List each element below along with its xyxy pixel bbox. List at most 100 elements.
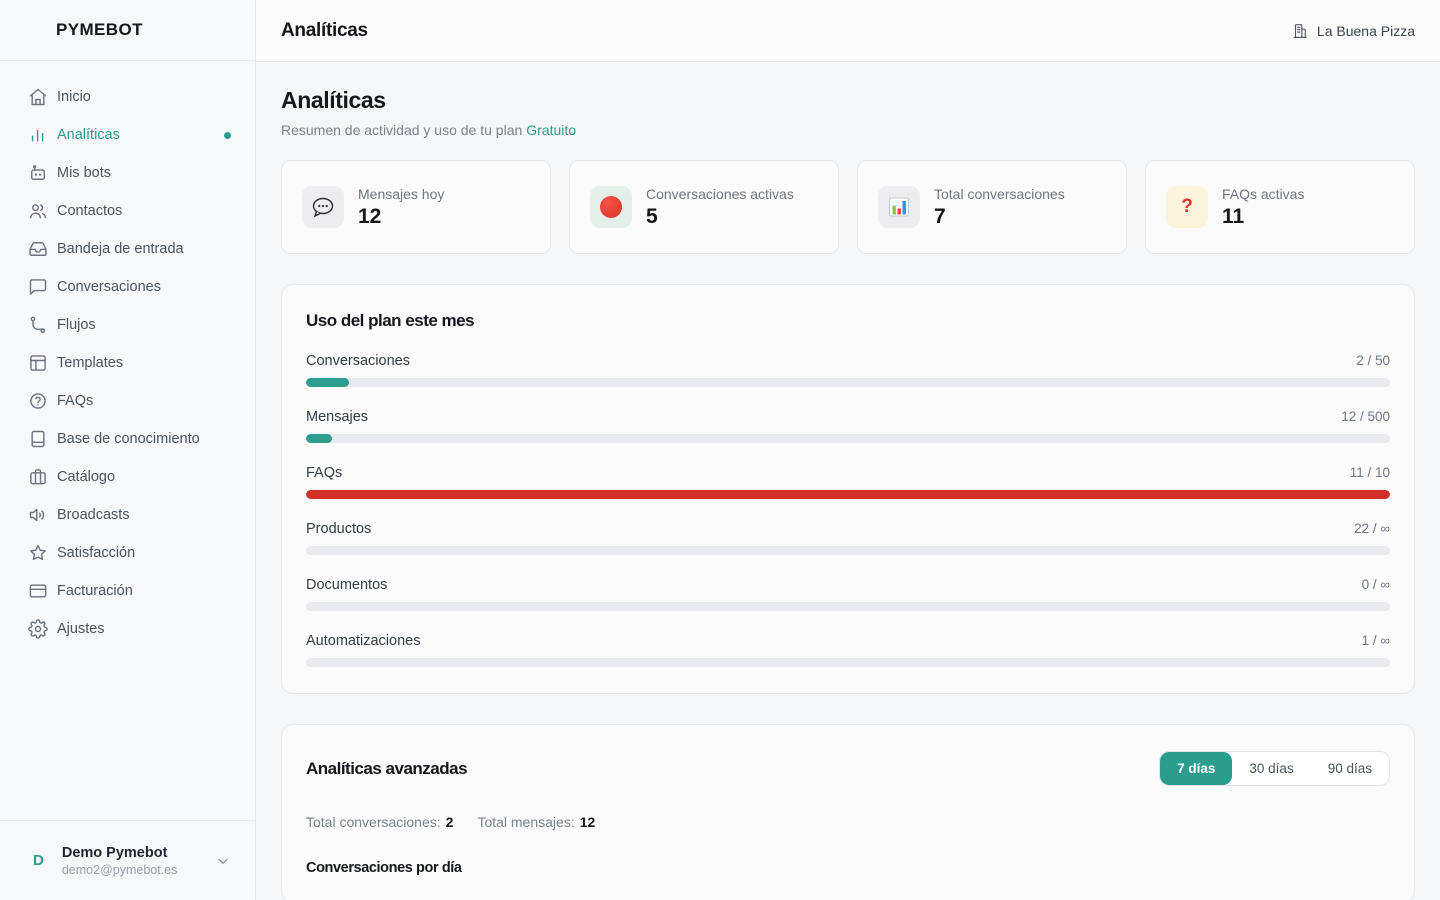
usage-value: 0 / ∞ <box>1361 577 1390 592</box>
subtitle-text: Resumen de actividad y uso de tu plan <box>281 122 523 138</box>
topbar-title: Analíticas <box>281 19 368 41</box>
stat-value: 11 <box>1222 204 1245 228</box>
question-mark-icon: ? <box>1166 186 1208 228</box>
sidebar-item-label: Facturación <box>57 583 133 599</box>
sidebar-item-analiticas[interactable]: Analíticas <box>0 116 255 154</box>
star-icon <box>28 543 48 563</box>
sidebar-item-label: Contactos <box>57 203 123 219</box>
progress-fill <box>306 434 333 443</box>
stat-value: 12 <box>358 204 382 228</box>
advanced-title: Analíticas avanzadas <box>306 758 468 778</box>
help-circle-icon <box>28 391 48 411</box>
plan-link[interactable]: Gratuito <box>526 122 577 138</box>
sidebar-item-label: Bandeja de entrada <box>57 241 184 257</box>
usage-value: 2 / 50 <box>1356 353 1390 368</box>
flow-icon <box>28 315 48 335</box>
sidebar-item-label: FAQs <box>57 393 94 409</box>
sidebar-item-label: Conversaciones <box>57 279 161 295</box>
sidebar-item-templates[interactable]: Templates <box>0 344 255 382</box>
advanced-analytics-panel: Analíticas avanzadas 7 días 30 días 90 d… <box>281 724 1415 900</box>
sidebar-item-label: Analíticas <box>57 127 120 143</box>
page-title: Analíticas <box>281 87 386 113</box>
sidebar-item-satisfaccion[interactable]: Satisfacción <box>0 534 255 572</box>
total-conversaciones: Total conversaciones: 2 <box>306 814 454 830</box>
progress-bar <box>306 490 1390 499</box>
sidebar-item-label: Flujos <box>57 317 96 333</box>
usage-row-automatizaciones: Automatizaciones 1 / ∞ <box>306 633 1390 667</box>
sidebar-item-catalogo[interactable]: Catálogo <box>0 458 255 496</box>
usage-label: FAQs <box>306 465 343 481</box>
progress-fill <box>306 378 350 387</box>
usage-value: 22 / ∞ <box>1354 521 1390 536</box>
credit-card-icon <box>28 581 48 601</box>
analytics-icon <box>28 125 48 145</box>
tenant-selector[interactable]: La Buena Pizza <box>1291 22 1415 40</box>
sidebar-item-label: Inicio <box>57 89 91 105</box>
briefcase-icon <box>28 467 48 487</box>
sidebar-item-ajustes[interactable]: Ajustes <box>0 610 255 648</box>
stat-card-mensajes-hoy: Mensajes hoy 12 <box>281 160 551 254</box>
stat-cards: Mensajes hoy 12 Conversaciones activas 5 <box>281 160 1415 254</box>
sidebar-item-base-conocimiento[interactable]: Base de conocimiento <box>0 420 255 458</box>
progress-bar <box>306 658 1390 667</box>
stat-value: 7 <box>934 204 946 228</box>
usage-label: Documentos <box>306 577 388 593</box>
usage-value: 1 / ∞ <box>1361 633 1390 648</box>
progress-bar <box>306 546 1390 555</box>
bar-chart-icon <box>878 186 920 228</box>
stat-card-conversaciones-activas: Conversaciones activas 5 <box>569 160 839 254</box>
user-menu[interactable]: D Demo Pymebot demo2@pymebot.es <box>0 820 255 900</box>
stat-card-faqs-activas: ? FAQs activas 11 <box>1145 160 1415 254</box>
usage-label: Mensajes <box>306 409 369 425</box>
stat-label: Total conversaciones <box>934 185 1065 202</box>
usage-label: Automatizaciones <box>306 633 421 649</box>
page-subtitle: Resumen de actividad y uso de tu plan Gra… <box>281 122 1415 138</box>
range-30-dias-button[interactable]: 30 días <box>1232 752 1310 785</box>
range-90-dias-button[interactable]: 90 días <box>1311 752 1389 785</box>
topbar: Analíticas La Buena Pizza <box>256 0 1440 62</box>
usage-value: 11 / 10 <box>1349 465 1390 480</box>
home-icon <box>28 87 48 107</box>
gear-icon <box>28 619 48 639</box>
totals-row: Total conversaciones: 2 Total mensajes: 12 <box>306 814 1390 830</box>
sidebar-item-flujos[interactable]: Flujos <box>0 306 255 344</box>
usage-row-conversaciones: Conversaciones 2 / 50 <box>306 353 1390 387</box>
progress-fill <box>306 490 1390 499</box>
sidebar-item-conversaciones[interactable]: Conversaciones <box>0 268 255 306</box>
speaker-icon <box>28 505 48 525</box>
sidebar-item-inicio[interactable]: Inicio <box>0 78 255 116</box>
sidebar-item-label: Satisfacción <box>57 545 136 561</box>
progress-bar <box>306 602 1390 611</box>
stat-label: Conversaciones activas <box>646 185 794 202</box>
sidebar: PYMEBOT Inicio Analíticas Mis b <box>0 0 256 900</box>
user-email: demo2@pymebot.es <box>61 862 178 877</box>
usage-row-productos: Productos 22 / ∞ <box>306 521 1390 555</box>
sidebar-item-contactos[interactable]: Contactos <box>0 192 255 230</box>
sidebar-item-mis-bots[interactable]: Mis bots <box>0 154 255 192</box>
usage-row-documentos: Documentos 0 / ∞ <box>306 577 1390 611</box>
chat-icon <box>28 277 48 297</box>
chart-section-title: Conversaciones por día <box>306 860 462 876</box>
sidebar-item-bandeja[interactable]: Bandeja de entrada <box>0 230 255 268</box>
sidebar-item-label: Base de conocimiento <box>57 431 200 447</box>
sidebar-item-label: Catálogo <box>57 469 116 485</box>
sidebar-nav: Inicio Analíticas Mis bots Contacto <box>0 61 255 648</box>
tenant-name: La Buena Pizza <box>1316 22 1415 39</box>
sidebar-item-faqs[interactable]: FAQs <box>0 382 255 420</box>
usage-label: Conversaciones <box>306 353 410 369</box>
range-7-dias-button[interactable]: 7 días <box>1160 752 1233 785</box>
stat-label: FAQs activas <box>1222 185 1305 202</box>
sidebar-item-label: Mis bots <box>57 165 111 181</box>
stat-card-total-conversaciones: Total conversaciones 7 <box>857 160 1127 254</box>
sidebar-item-label: Templates <box>57 355 124 371</box>
sidebar-item-broadcasts[interactable]: Broadcasts <box>0 496 255 534</box>
sidebar-item-label: Ajustes <box>57 621 105 637</box>
layout-icon <box>28 353 48 373</box>
usage-label: Productos <box>306 521 372 537</box>
chevron-down-icon[interactable] <box>215 853 231 869</box>
inbox-icon <box>28 239 48 259</box>
active-dot <box>224 131 231 139</box>
sidebar-item-facturacion[interactable]: Facturación <box>0 572 255 610</box>
page-content: Analíticas Resumen de actividad y uso de… <box>256 62 1440 900</box>
